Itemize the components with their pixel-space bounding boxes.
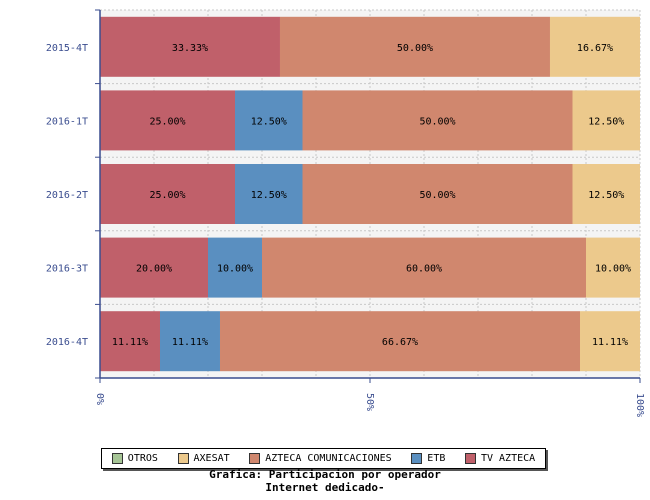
bar-segment [572, 90, 640, 151]
category-label: 2016-4T [46, 337, 88, 348]
bar-segment [208, 237, 262, 298]
legend-swatch [464, 453, 476, 464]
data-label: 10.00% [595, 264, 631, 275]
legend-item: AZTECA COMUNICACIONES [249, 453, 392, 464]
data-label: 66.67% [382, 337, 418, 348]
bar-segment [262, 237, 586, 298]
data-label: 12.50% [588, 190, 624, 201]
x-tick-label: 100% [634, 393, 645, 417]
data-label: 50.00% [397, 43, 433, 54]
legend-swatch [111, 453, 123, 464]
data-label: 25.00% [149, 190, 185, 201]
data-label: 33.33% [172, 43, 208, 54]
legend-item: AXESAT [177, 453, 230, 464]
category-label: 2016-1T [46, 116, 88, 127]
bar-segment [549, 16, 640, 77]
legend-swatch [177, 453, 189, 464]
legend: OTROS AXESAT AZTECA COMUNICACIONES ETB TV AZ… [101, 448, 546, 469]
chart-title: Grafica: Participacion por operador [209, 468, 441, 481]
data-label: 11.11% [112, 337, 148, 348]
category-label: 2016-3T [46, 264, 88, 275]
legend-item: TV AZTECA [464, 453, 536, 464]
data-label: 20.00% [136, 264, 172, 275]
legend-label: ETB [427, 453, 446, 464]
bar-segment [580, 311, 640, 372]
chart-svg: 33.33% 50.00% 16.67% 2015-4T 25.00% 12.50% 50.… [46, 9, 645, 417]
legend-label: AZTECA COMUNICACIONES [265, 453, 392, 464]
legend-swatch [249, 453, 261, 464]
category-label: 2015-4T [46, 43, 88, 54]
bar-segment [235, 90, 303, 151]
legend-item: ETB [411, 453, 445, 464]
bar-segment [159, 311, 220, 372]
legend-label: AXESAT [193, 453, 230, 464]
data-label: 12.50% [251, 190, 287, 201]
data-label: 12.50% [588, 116, 624, 127]
legend-item: OTROS [111, 453, 158, 464]
x-tick-label: 0% [94, 393, 105, 405]
chart-subtitle: Internet dedicado- [265, 481, 385, 494]
data-label: 11.11% [592, 337, 628, 348]
data-label: 12.50% [251, 116, 287, 127]
bar-segment [100, 90, 235, 151]
data-label: 11.11% [172, 337, 208, 348]
category-label: 2016-2T [46, 190, 88, 201]
legend-swatch [411, 453, 423, 464]
data-label: 16.67% [577, 43, 613, 54]
bar-segment [100, 164, 235, 224]
bar-segment [219, 311, 581, 372]
bar-segment [100, 311, 160, 372]
bar-segment [302, 90, 573, 151]
legend-label: OTROS [127, 453, 158, 464]
bar-segment [100, 16, 280, 77]
bar-segment [302, 164, 573, 224]
bar-segment [100, 237, 208, 298]
bar-segment [235, 164, 303, 224]
bar-segment [279, 16, 550, 77]
data-label: 25.00% [149, 116, 185, 127]
bar-segment [572, 164, 640, 224]
data-label: 60.00% [406, 264, 442, 275]
legend-label: TV AZTECA [480, 453, 536, 464]
x-tick-label: 50% [364, 393, 375, 411]
bar-segment [586, 237, 640, 298]
data-label: 50.00% [419, 190, 455, 201]
data-label: 50.00% [419, 116, 455, 127]
data-label: 10.00% [217, 264, 253, 275]
